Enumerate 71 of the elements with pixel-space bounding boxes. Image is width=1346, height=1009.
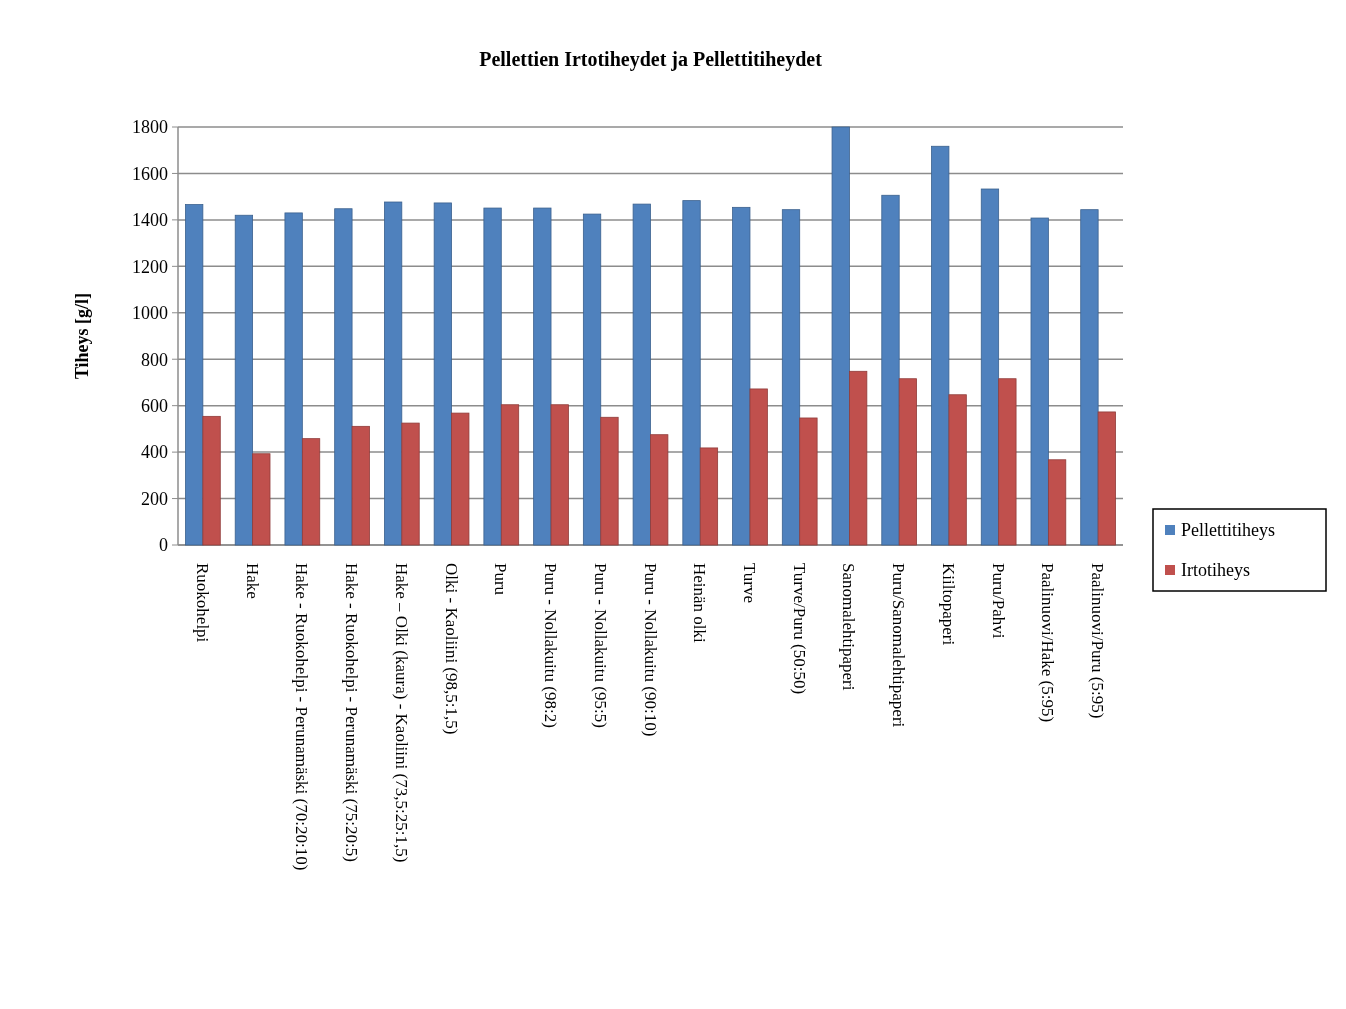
bar bbox=[451, 412, 470, 546]
bar bbox=[351, 425, 370, 546]
bar bbox=[202, 415, 221, 546]
bar bbox=[582, 213, 602, 546]
bar bbox=[849, 370, 868, 546]
bar bbox=[600, 416, 619, 546]
y-tick-label: 200 bbox=[141, 488, 168, 509]
bar bbox=[1080, 209, 1099, 546]
bar bbox=[550, 404, 569, 546]
x-tick-label: Paalinuovi/Hake (5:95) bbox=[1038, 563, 1058, 723]
bar bbox=[1097, 411, 1116, 546]
bar bbox=[831, 126, 850, 546]
bar bbox=[699, 447, 719, 546]
bar bbox=[781, 209, 801, 546]
x-tick-label: Puru - Nollakuitu (95:5) bbox=[590, 563, 610, 728]
x-tick-label: Kiiltopaperi bbox=[938, 563, 958, 646]
x-tick-label: Olki - Kaoliini (98,5:1,5) bbox=[441, 563, 461, 735]
bar bbox=[284, 212, 303, 546]
x-tick-label: Turve/Puru (50:50) bbox=[789, 563, 809, 695]
bar bbox=[301, 438, 321, 546]
bar bbox=[650, 434, 669, 546]
legend-label: Irtotiheys bbox=[1181, 560, 1250, 581]
x-tick-label: Puru - Nollakuitu (90:10) bbox=[640, 563, 660, 737]
bar bbox=[732, 206, 751, 546]
bar bbox=[483, 207, 502, 546]
bar bbox=[948, 394, 967, 546]
bar bbox=[998, 378, 1017, 546]
y-tick-label: 800 bbox=[141, 349, 168, 370]
y-tick-label: 1800 bbox=[132, 117, 168, 138]
bar bbox=[980, 188, 1000, 546]
y-axis-title: Tiheys [g/l] bbox=[72, 292, 92, 380]
y-tick-label: 1200 bbox=[132, 256, 168, 277]
x-tick-label: Hake - Ruokohelpi - Perunamäski (75:20:5) bbox=[342, 563, 362, 862]
y-tick-label: 400 bbox=[141, 442, 168, 463]
bar bbox=[881, 194, 900, 546]
bar bbox=[799, 417, 818, 546]
bar bbox=[185, 204, 204, 546]
bar bbox=[433, 202, 452, 546]
chart-title: Pellettien Irtotiheydet ja Pellettitiheydet bbox=[479, 48, 823, 71]
bar bbox=[384, 201, 403, 546]
y-tick-label: 1600 bbox=[132, 163, 168, 184]
bar bbox=[898, 378, 917, 546]
y-tick-label: 1000 bbox=[132, 303, 168, 324]
bar bbox=[1030, 217, 1049, 546]
x-tick-label: Sanomalehtipaperi bbox=[839, 563, 859, 691]
bar bbox=[533, 207, 552, 546]
bar bbox=[500, 404, 520, 546]
x-tick-label: Puru/Sanomalehtipaperi bbox=[889, 563, 909, 728]
bar bbox=[682, 200, 701, 546]
y-tick-label: 1400 bbox=[132, 210, 168, 231]
x-tick-label: Heinän olki bbox=[690, 563, 710, 644]
bar bbox=[334, 208, 353, 546]
y-tick-label: 600 bbox=[141, 395, 168, 416]
bar bbox=[1047, 459, 1067, 546]
x-tick-label: Puru/Pahvi bbox=[988, 563, 1008, 639]
bar bbox=[749, 388, 768, 546]
bar bbox=[931, 145, 950, 546]
x-tick-label: Ruokohelpi bbox=[192, 563, 212, 643]
bar bbox=[252, 453, 271, 546]
bar bbox=[632, 203, 651, 546]
x-tick-label: Paalinuovi/Puru (5:95) bbox=[1088, 563, 1108, 719]
x-tick-label: Turve bbox=[740, 563, 760, 603]
x-tick-label: Hake bbox=[242, 563, 262, 599]
bar bbox=[401, 422, 420, 546]
legend-label: Pellettitiheys bbox=[1181, 520, 1275, 541]
x-tick-label: Puru - Nollakuitu (98:2) bbox=[541, 563, 561, 728]
x-tick-label: Hake – Olki (kaura) - Kaoliini (73,5:25:1,5) bbox=[391, 563, 411, 863]
x-tick-label: Hake - Ruokohelpi - Perunamäski (70:20:10) bbox=[292, 563, 312, 871]
y-tick-label: 0 bbox=[159, 535, 168, 556]
x-tick-label: Puru bbox=[491, 563, 511, 596]
bar bbox=[234, 214, 253, 546]
